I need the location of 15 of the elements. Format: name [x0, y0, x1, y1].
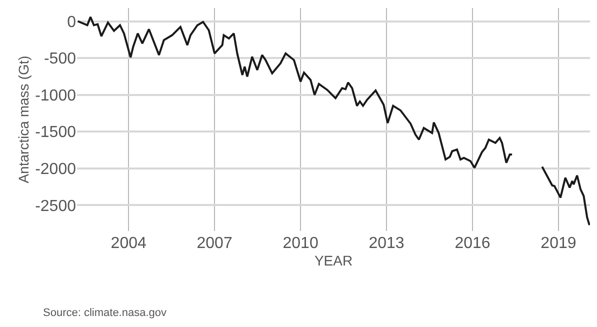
x-tick-label: 2007: [196, 235, 232, 252]
x-tick-label: 2013: [368, 235, 404, 252]
x-axis-title: YEAR: [314, 252, 353, 268]
x-tick-label: 2004: [110, 235, 146, 252]
x-tick-label: 2016: [454, 235, 490, 252]
x-tick-label: 2010: [282, 235, 318, 252]
y-tick-label: -2000: [35, 161, 76, 178]
y-tick-label: -1500: [35, 124, 76, 142]
y-axis-title: Antarctica mass (Gt): [16, 56, 32, 184]
y-tick-label: -2500: [35, 198, 76, 215]
y-tick-label: 0: [67, 14, 76, 31]
y-tick-label: -500: [44, 50, 76, 68]
y-tick-label: -1000: [35, 87, 76, 104]
x-tick-label: 2019: [540, 235, 576, 252]
source-note: Source: climate.nasa.gov: [43, 307, 168, 319]
